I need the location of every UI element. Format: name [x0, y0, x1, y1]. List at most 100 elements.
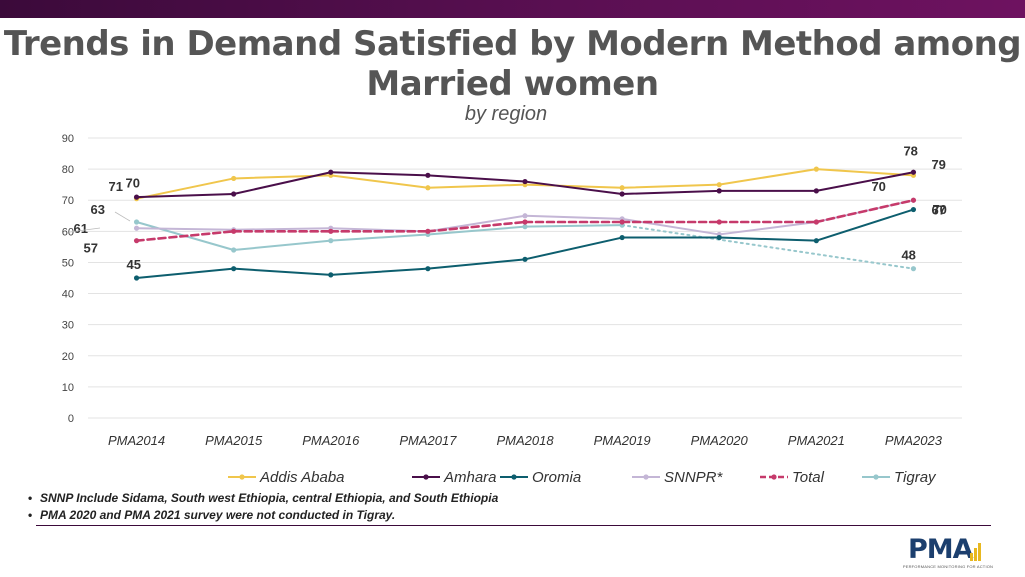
data-point-amhara: [328, 169, 334, 175]
series-line-addis-ababa: [718, 168, 818, 186]
data-point-amhara: [425, 172, 431, 178]
chart-title: Trends in Demand Satisfied by Modern Met…: [0, 24, 1025, 104]
y-tick-label: 0: [68, 413, 74, 425]
data-point-oromia: [231, 266, 237, 272]
data-point-oromia: [133, 275, 140, 281]
data-point-amhara: [716, 188, 722, 194]
data-point-oromia: [716, 234, 722, 241]
top-banner: [0, 0, 1025, 18]
data-label: 57: [84, 241, 98, 256]
series-line-amhara: [621, 189, 721, 195]
chart-subtitle: by region: [464, 103, 548, 125]
data-point-oromia: [813, 238, 819, 244]
footnote-1-text: SNNP Include Sidama, South west Ethiopia…: [40, 491, 499, 505]
footnote-1: • SNNP Include Sidama, South west Ethiopi…: [28, 491, 499, 505]
data-point-addis-ababa: [716, 182, 722, 188]
pma-logo-tagline: PERFORMANCE MONITORING FOR ACTION: [902, 564, 994, 569]
data-label: 67: [931, 203, 945, 218]
leader-line: [114, 211, 131, 222]
data-point-addis-ababa: [813, 166, 819, 172]
data-point-oromia: [425, 266, 431, 272]
x-tick-label: PMA2020: [691, 433, 749, 448]
data-point-tigray: [231, 247, 237, 253]
series-line-amhara: [232, 171, 332, 195]
data-label: 63: [91, 202, 105, 217]
data-point-oromia: [619, 234, 625, 241]
footnote-2: • PMA 2020 and PMA 2021 survey were not c…: [28, 508, 396, 522]
series-line-snnpr: [135, 227, 235, 231]
legend-label-total: Total: [792, 469, 825, 486]
y-tick-label: 70: [62, 195, 74, 207]
legend-marker-total: [771, 474, 777, 480]
series-line-addis-ababa: [135, 177, 235, 200]
data-point-total: [813, 219, 819, 225]
data-point-oromia: [910, 206, 917, 213]
x-tick-label: PMA2018: [496, 433, 554, 448]
chart-title-line1: Trends in Demand Satisfied by Modern Met…: [3, 24, 1022, 64]
data-point-total: [328, 228, 334, 234]
data-point-tigray: [133, 219, 140, 225]
data-label: 70: [932, 202, 946, 217]
data-point-oromia: [328, 272, 334, 278]
x-tick-label: PMA2014: [108, 433, 165, 448]
series-line-amhara: [815, 171, 915, 192]
series-line-total: [135, 230, 235, 242]
data-point-snnpr: [522, 213, 528, 219]
y-tick-label: 30: [62, 320, 74, 332]
data-label: 48: [901, 248, 915, 263]
x-tick-label: PMA2016: [302, 433, 360, 448]
legend-marker-amhara: [423, 474, 429, 480]
series-line-oromia: [232, 267, 332, 276]
data-point-amhara: [133, 194, 140, 200]
data-label: 79: [931, 157, 945, 172]
y-tick-label: 80: [62, 164, 74, 176]
x-tick-label: PMA2017: [399, 433, 457, 448]
pma-logo: PMA PERFORMANCE MONITORING FOR ACTION: [903, 534, 993, 571]
data-point-total: [133, 238, 140, 244]
series-line-addis-ababa: [815, 168, 915, 177]
y-tick-label: 40: [62, 289, 74, 301]
series-line-oromia: [815, 208, 915, 242]
data-point-amhara: [813, 188, 819, 194]
data-point-amhara: [619, 191, 625, 197]
legend-marker-snnpr: [643, 474, 649, 480]
data-label: 70: [126, 176, 140, 191]
data-point-amhara: [910, 169, 917, 175]
x-tick-label: PMA2019: [594, 433, 651, 448]
data-label: 70: [871, 179, 885, 194]
data-point-total: [716, 219, 722, 225]
series-line-oromia: [524, 236, 624, 261]
data-point-amhara: [522, 178, 528, 185]
series-line-amhara: [524, 180, 624, 195]
data-label: 45: [127, 257, 141, 272]
series-line-tigray: [329, 233, 429, 242]
data-label: 71: [109, 179, 123, 194]
series-line-total: [815, 198, 915, 224]
pma-logo-text: PMA: [908, 534, 974, 565]
series-line-snnpr: [718, 221, 818, 236]
data-point-tigray: [328, 238, 334, 244]
footer-divider: [36, 525, 991, 526]
data-point-total: [619, 219, 625, 225]
series-line-tigray: [232, 239, 332, 251]
data-point-tigray: [910, 266, 917, 272]
legend-marker-oromia: [511, 474, 517, 480]
legend-marker-addis-ababa: [239, 474, 245, 480]
series-line-amhara: [329, 171, 429, 177]
series-line-amhara: [135, 193, 235, 199]
data-point-total: [231, 228, 237, 234]
chart-title-line2: Married women: [366, 64, 659, 104]
data-point-total: [910, 197, 917, 203]
y-tick-label: 20: [62, 351, 74, 363]
x-tick-label: PMA2023: [885, 433, 943, 448]
data-point-amhara: [231, 191, 237, 197]
series-line-tigray: [524, 224, 624, 228]
y-tick-label: 10: [62, 382, 74, 394]
data-point-oromia: [522, 256, 528, 262]
series-line-oromia: [426, 258, 526, 270]
y-tick-label: 90: [62, 133, 74, 145]
y-tick-label: 50: [62, 257, 74, 269]
legend-label-tigray: Tigray: [894, 469, 937, 486]
series-line-amhara: [426, 174, 526, 183]
